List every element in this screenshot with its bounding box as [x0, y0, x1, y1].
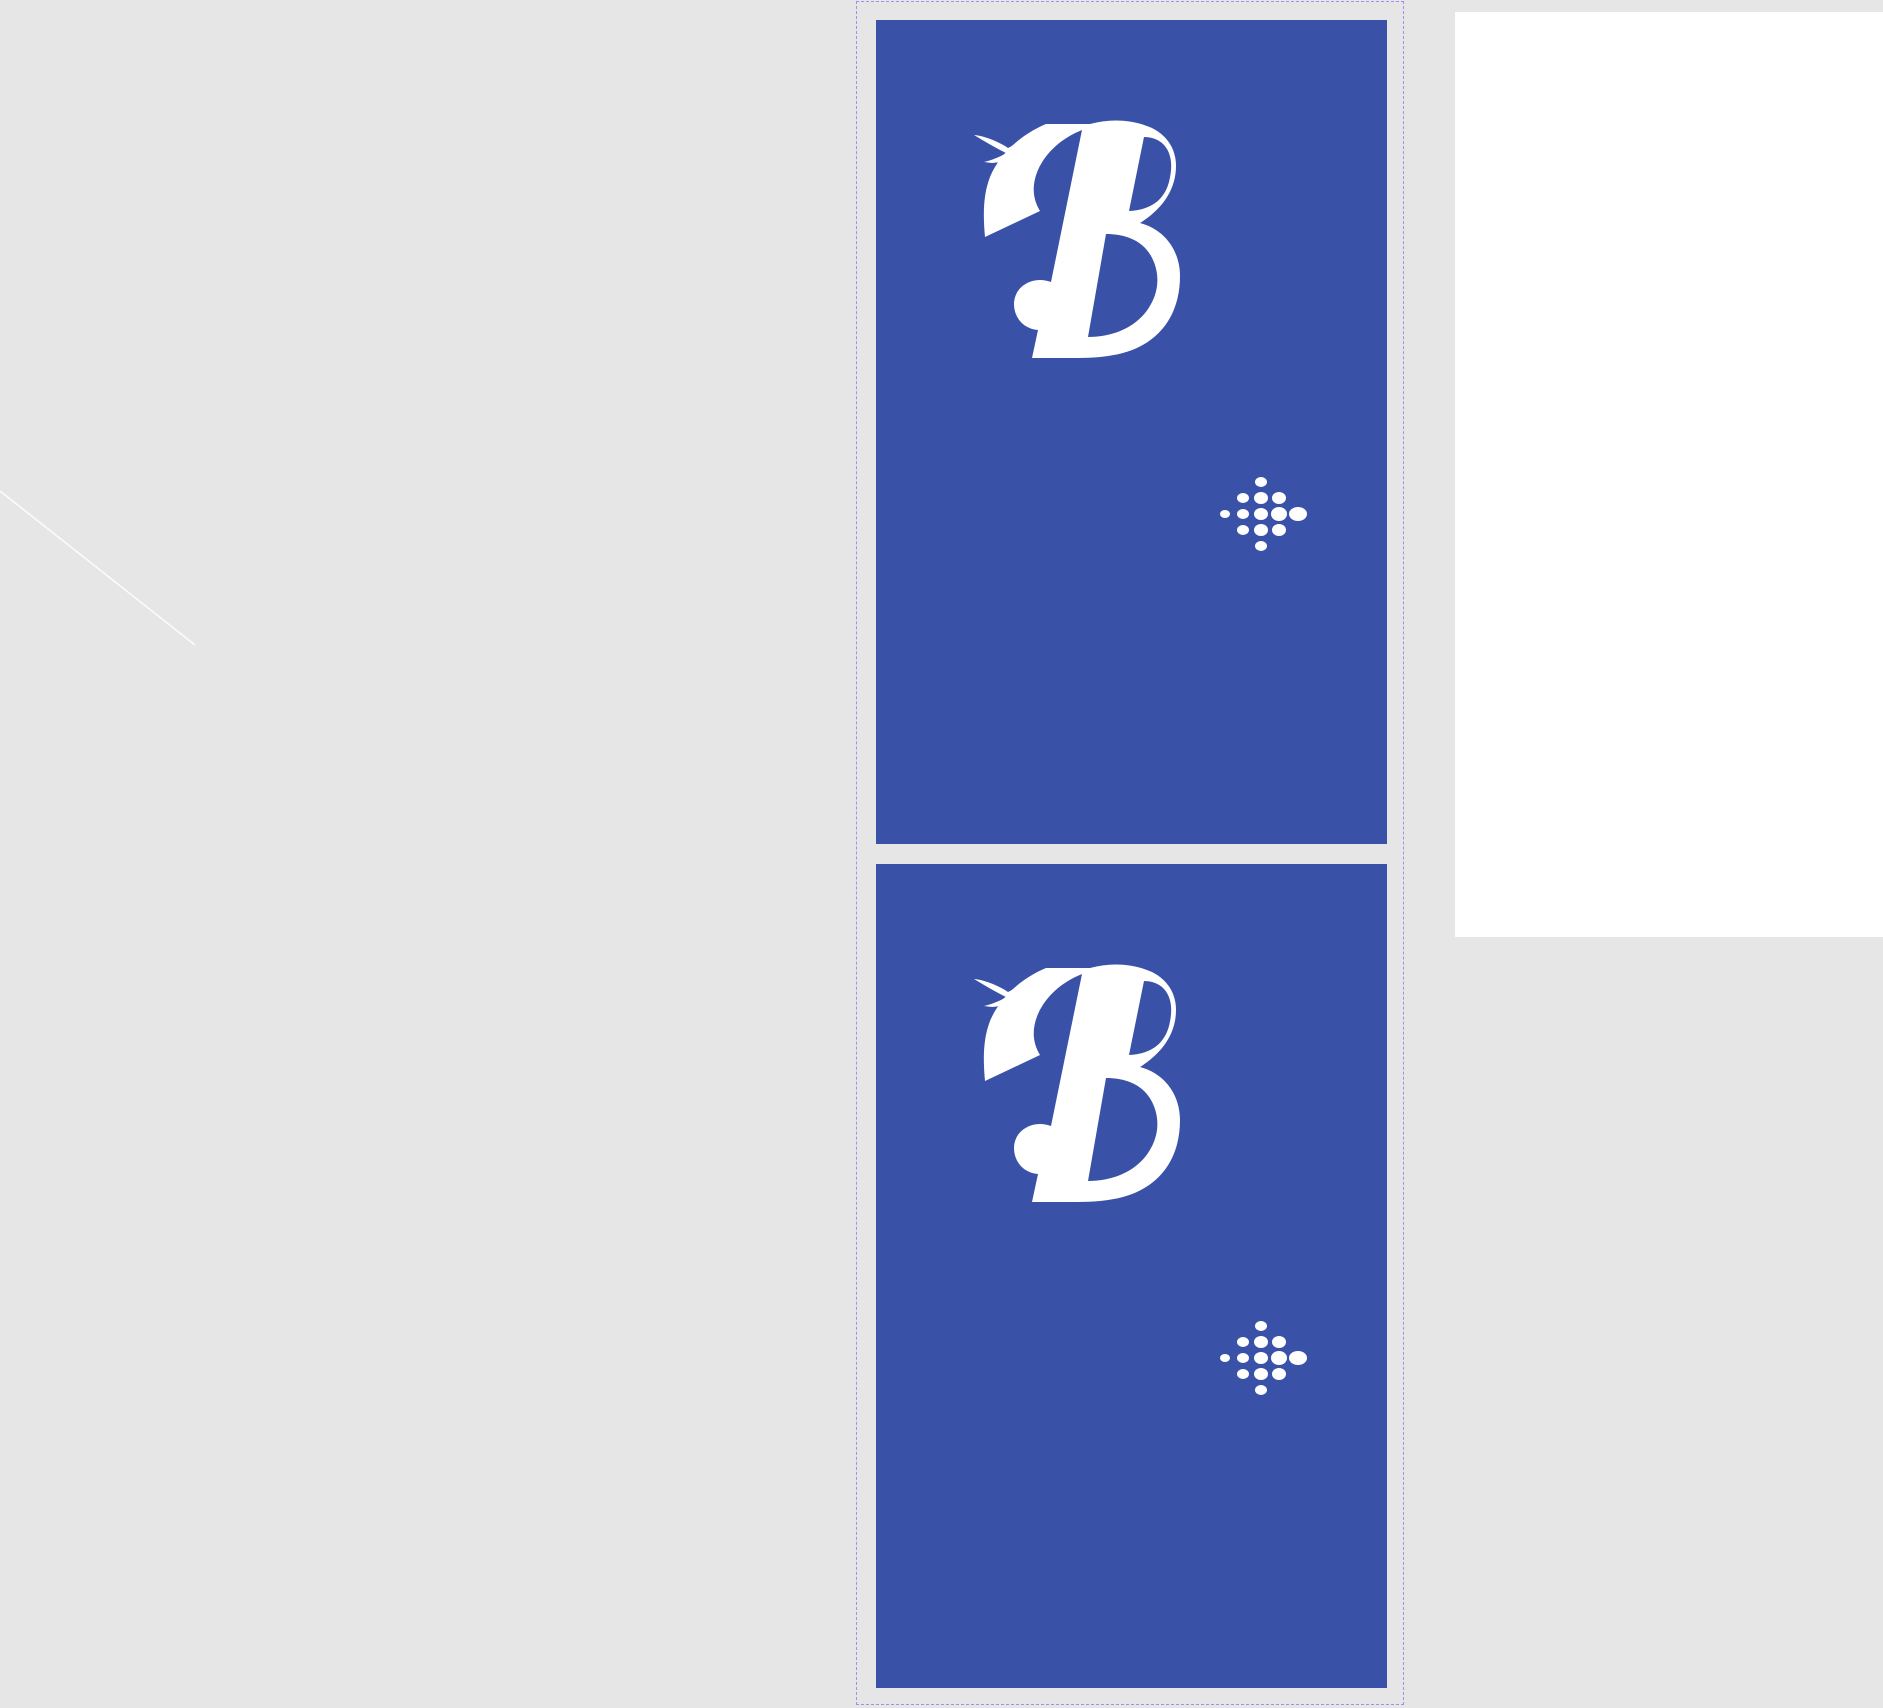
side-panel: [1455, 12, 1883, 937]
card-top[interactable]: [876, 20, 1387, 844]
dot-pattern-icon: [1220, 477, 1307, 551]
b-logo-icon: [983, 120, 1180, 358]
b-logo-icon: [983, 964, 1180, 1202]
card-artwork: [876, 20, 1387, 844]
selection-frame[interactable]: [856, 1, 1404, 1705]
card-artwork: [876, 864, 1387, 1688]
card-bottom[interactable]: [876, 864, 1387, 1688]
dot-pattern-icon: [1220, 1321, 1307, 1395]
